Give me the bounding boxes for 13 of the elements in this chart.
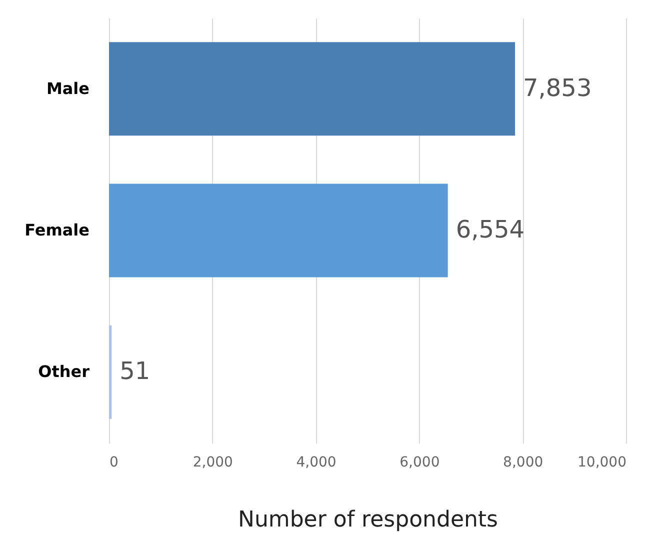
x-axis-title: Number of respondents [238, 508, 498, 532]
x-tick-label: 6,000 [400, 454, 440, 470]
x-tick-label: 0 [110, 454, 118, 470]
x-tick-label: 4,000 [296, 454, 336, 470]
y-tick-label: Female [24, 220, 90, 240]
data-label: 7,853 [523, 74, 592, 102]
data-label: 6,554 [456, 216, 525, 244]
x-tick-label: 10,000 [578, 454, 626, 470]
y-tick-label: Male [46, 78, 90, 98]
x-tick-label: 8,000 [503, 454, 544, 470]
x-tick-label: 2,000 [192, 454, 233, 470]
data-label: 51 [120, 357, 150, 386]
y-tick-label: Other [38, 362, 90, 382]
